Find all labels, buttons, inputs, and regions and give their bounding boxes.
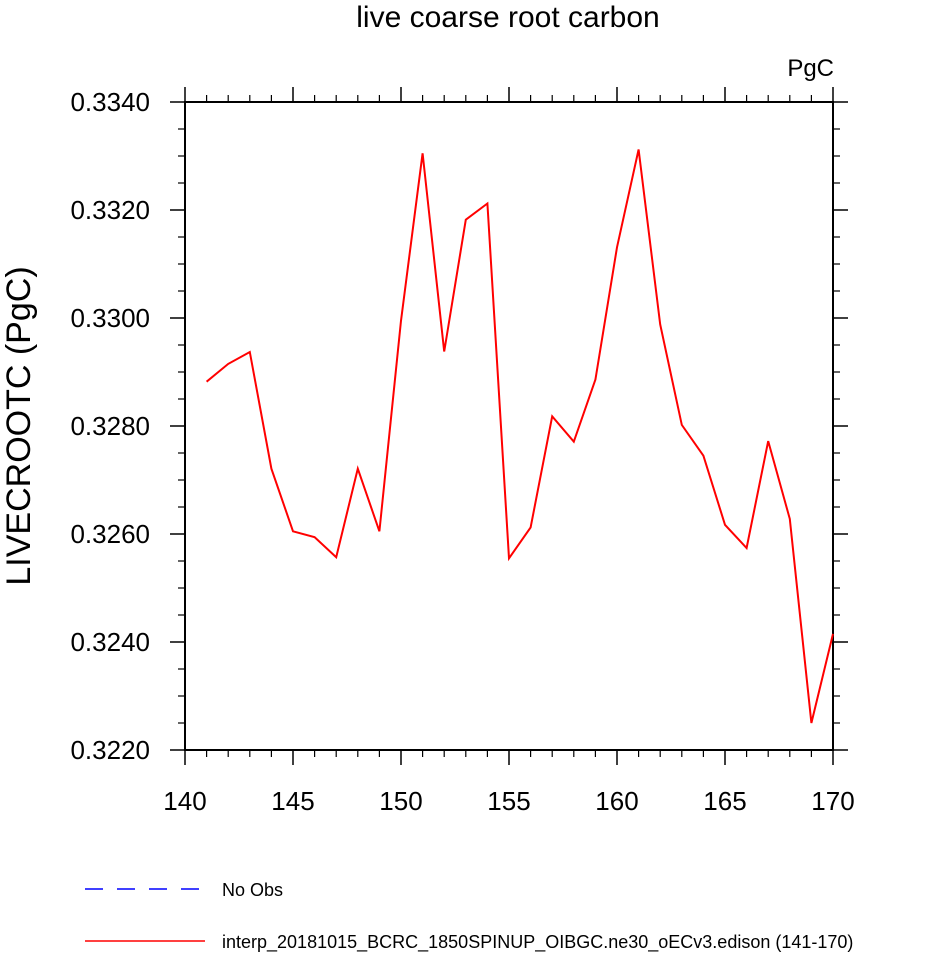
y-tick-label: 0.3280 bbox=[70, 411, 150, 441]
y-axis-label: LIVECROOTC (PgC) bbox=[0, 266, 38, 585]
x-tick-label: 160 bbox=[595, 786, 638, 816]
y-tick-label: 0.3220 bbox=[70, 735, 150, 765]
x-tick-label: 170 bbox=[811, 786, 854, 816]
y-tick-label: 0.3320 bbox=[70, 195, 150, 225]
y-tick-label: 0.3300 bbox=[70, 303, 150, 333]
plot-area: 140 145 150 155 160 165 170 0.3220 0.3240 0.3260 0… bbox=[70, 87, 855, 816]
y-tick-label: 0.3260 bbox=[70, 519, 150, 549]
units-label: PgC bbox=[787, 55, 834, 82]
y-tick-label: 0.3340 bbox=[70, 87, 150, 117]
y-tick-label: 0.3240 bbox=[70, 627, 150, 657]
chart-title: live coarse root carbon bbox=[356, 1, 660, 34]
legend-label: No Obs bbox=[222, 880, 283, 900]
x-tick-label: 150 bbox=[379, 786, 422, 816]
x-tick-label: 145 bbox=[271, 786, 314, 816]
plot-frame bbox=[184, 101, 834, 751]
x-tick-label: 155 bbox=[487, 786, 530, 816]
legend-label: interp_20181015_BCRC_1850SPINUP_OIBGC.ne… bbox=[222, 932, 853, 953]
series-line bbox=[205, 149, 834, 724]
legend: No Obs interp_20181015_BCRC_1850SPINUP_OI… bbox=[85, 880, 853, 953]
x-tick-label: 165 bbox=[703, 786, 746, 816]
x-tick-label: 140 bbox=[163, 786, 206, 816]
